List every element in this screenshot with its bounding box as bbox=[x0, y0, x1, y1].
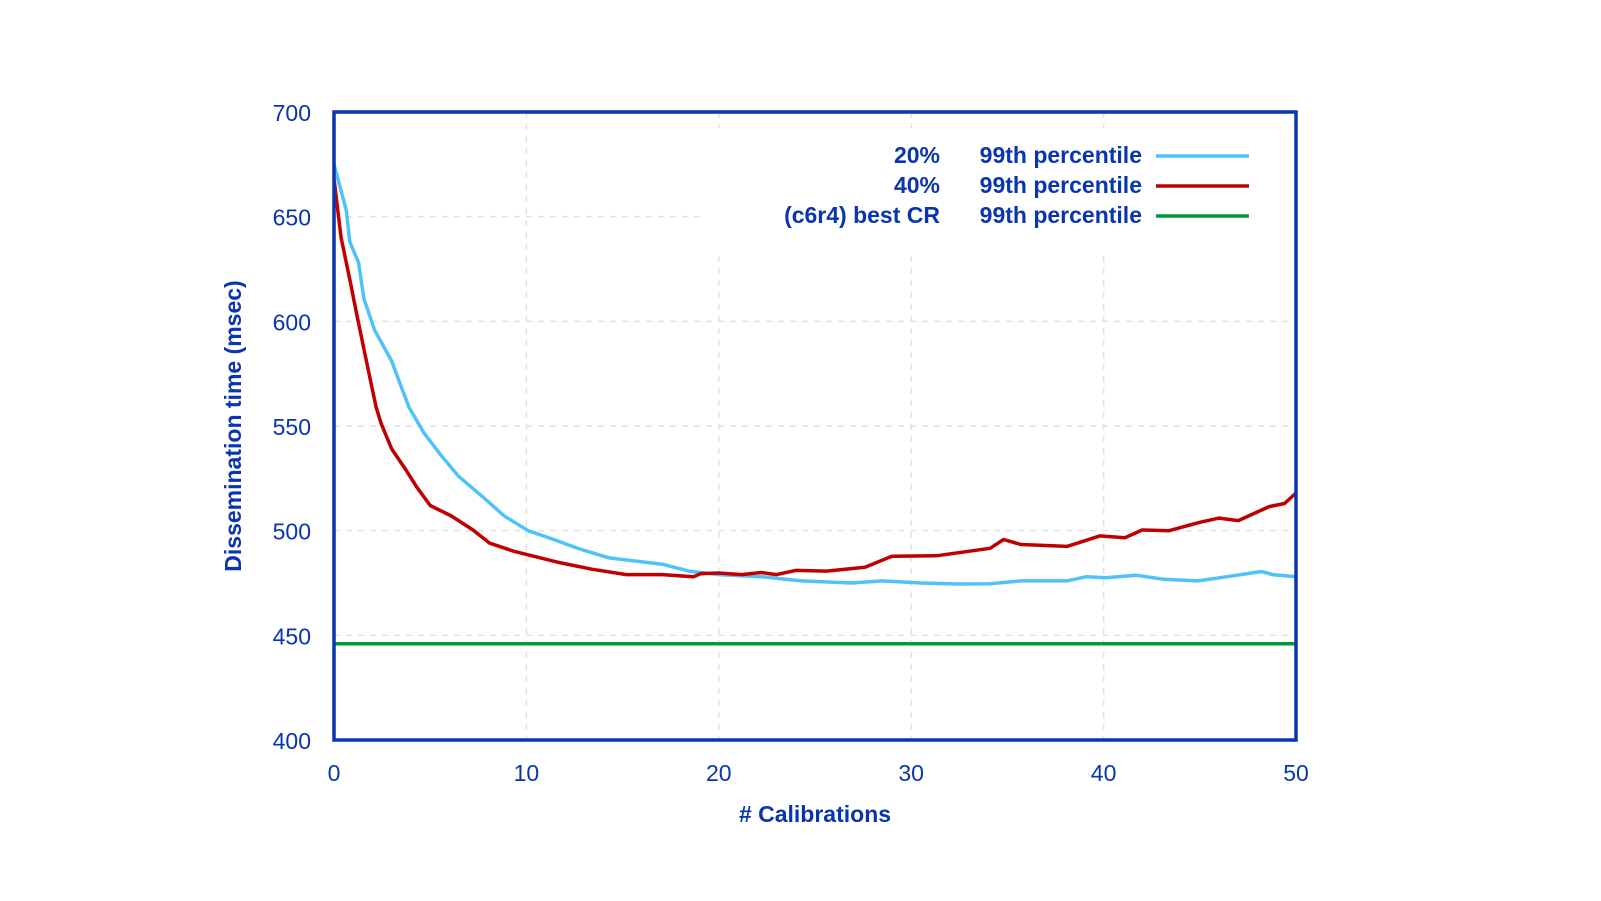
y-tick-label: 450 bbox=[273, 623, 311, 649]
y-axis-label: Dissemination time (msec) bbox=[220, 280, 246, 571]
x-tick-labels: 0 10 20 30 40 50 bbox=[328, 760, 1309, 786]
y-tick-label: 650 bbox=[273, 205, 311, 231]
y-tick-label: 500 bbox=[273, 519, 311, 545]
legend-series-stat: 99th percentile bbox=[980, 202, 1142, 228]
x-tick-label: 20 bbox=[706, 760, 732, 786]
x-tick-label: 0 bbox=[328, 760, 341, 786]
legend-series-name: 40% bbox=[894, 172, 940, 198]
series-lines bbox=[332, 163, 1298, 646]
x-tick-label: 50 bbox=[1283, 760, 1309, 786]
y-tick-label: 550 bbox=[273, 414, 311, 440]
x-tick-label: 40 bbox=[1091, 760, 1117, 786]
y-tick-labels: 400 450 500 550 600 650 700 bbox=[273, 100, 311, 754]
series-line-0 bbox=[332, 163, 1297, 586]
y-tick-label: 700 bbox=[273, 100, 311, 126]
y-tick-label: 400 bbox=[273, 728, 311, 754]
x-axis-label: # Calibrations bbox=[739, 801, 891, 827]
x-tick-label: 10 bbox=[514, 760, 540, 786]
x-tick-label: 30 bbox=[898, 760, 924, 786]
legend-series-name: 20% bbox=[894, 142, 940, 168]
legend-series-name: (c6r4) best CR bbox=[784, 202, 940, 228]
legend: 20% 99th percentile 40% 99th percentile (c6r… bbox=[700, 128, 1290, 250]
legend-series-stat: 99th percentile bbox=[980, 142, 1142, 168]
series-line-1 bbox=[332, 178, 1298, 579]
plot-frame bbox=[332, 110, 1298, 742]
legend-background bbox=[700, 128, 1290, 250]
legend-series-stat: 99th percentile bbox=[980, 172, 1142, 198]
y-tick-label: 600 bbox=[273, 309, 311, 335]
